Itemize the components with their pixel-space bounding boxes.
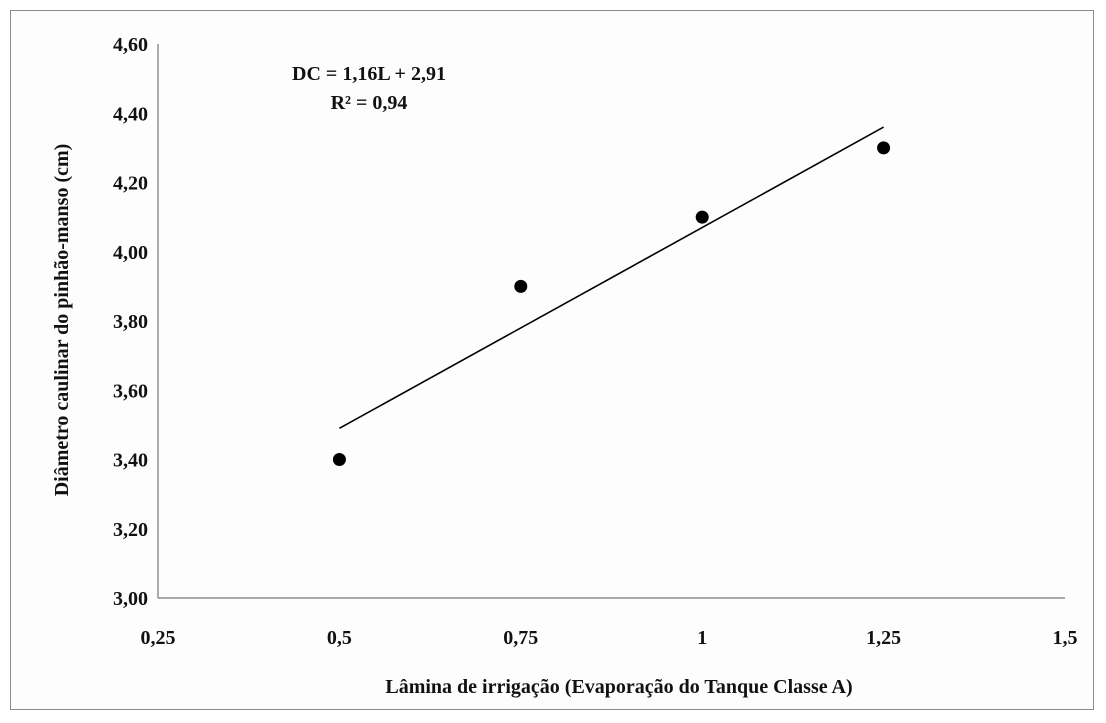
x-axis-ticks: 0,25 0,5 0,75 1 1,25 1,5 xyxy=(141,627,1078,649)
x-tick-label: 0,5 xyxy=(327,627,352,649)
x-axis-title: Lâmina de irrigação (Evaporação do Tanqu… xyxy=(385,676,852,698)
x-tick-label: 0,25 xyxy=(141,627,176,649)
data-point xyxy=(332,453,346,466)
y-tick-label: 4,20 xyxy=(113,173,148,195)
data-point xyxy=(695,210,709,224)
y-tick-label: 3,20 xyxy=(113,519,148,541)
y-tick-label: 3,00 xyxy=(113,588,148,610)
equation-label: DC = 1,16L + 2,91 xyxy=(292,63,446,85)
x-tick-label: 0,75 xyxy=(503,627,538,649)
r-squared-label: R² = 0,94 xyxy=(331,92,408,114)
x-tick-label: 1,5 xyxy=(1053,627,1078,649)
y-tick-label: 3,40 xyxy=(113,450,148,472)
y-tick-label: 4,00 xyxy=(113,242,148,264)
y-axis-title: Diâmetro caulinar do pinhão-manso (cm) xyxy=(51,144,73,497)
y-tick-label: 3,80 xyxy=(113,311,148,333)
data-point xyxy=(877,141,891,155)
data-points xyxy=(332,141,891,466)
x-tick-label: 1 xyxy=(697,627,707,649)
y-tick-label: 4,40 xyxy=(113,103,148,125)
chart-frame xyxy=(10,10,1094,710)
x-tick-label: 1,25 xyxy=(866,627,901,649)
data-point xyxy=(514,279,528,293)
trendline xyxy=(339,126,884,430)
y-axis-ticks: 3,00 3,20 3,40 3,60 3,80 4,00 4,20 4,40 4,60 xyxy=(113,34,148,610)
y-tick-label: 3,60 xyxy=(113,380,148,402)
y-tick-label: 4,60 xyxy=(113,34,148,56)
